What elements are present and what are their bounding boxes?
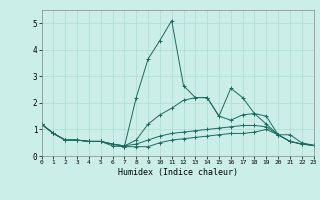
X-axis label: Humidex (Indice chaleur): Humidex (Indice chaleur): [118, 168, 237, 177]
